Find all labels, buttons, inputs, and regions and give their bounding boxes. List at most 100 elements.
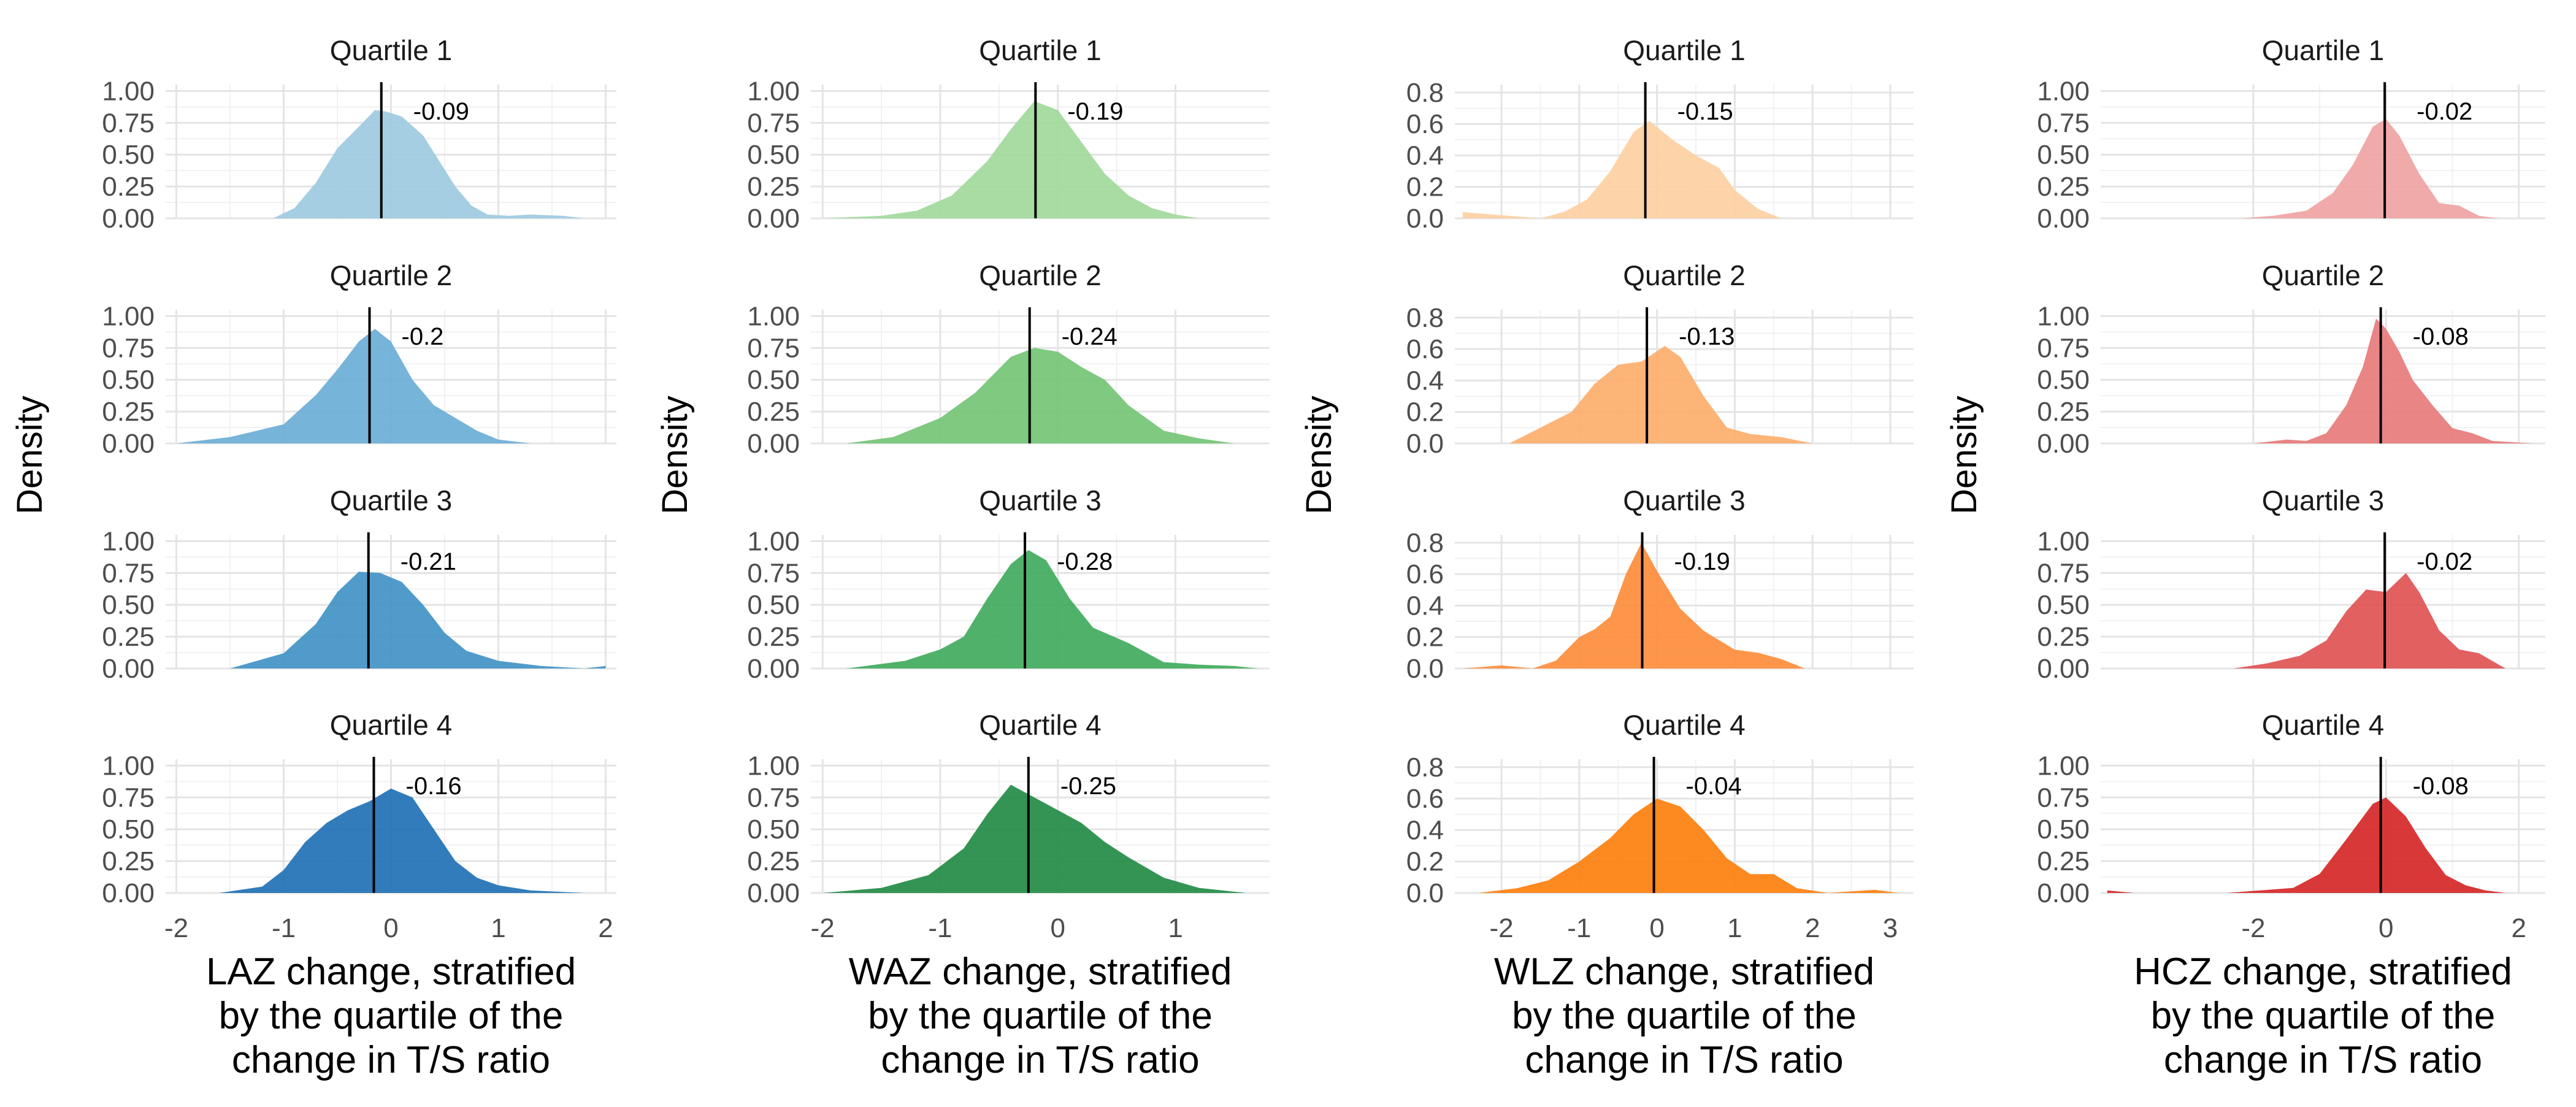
median-label: -0.04 (1686, 773, 1742, 800)
y-tick-label: 0.75 (747, 558, 800, 588)
y-tick-label: 0.75 (102, 783, 155, 813)
density-area (2107, 797, 2506, 893)
y-tick-label: 1.00 (2037, 76, 2090, 106)
y-tick-label: 0.25 (2037, 846, 2090, 876)
median-label: -0.2 (402, 323, 444, 350)
facet-panel: 0.000.250.500.751.00 -0.08 Quartile 4 -2 0 2 (2037, 709, 2545, 943)
facet-title: Quartile 3 (330, 485, 452, 516)
y-tick-label: 0.75 (2037, 783, 2090, 813)
y-tick-label: 0.2 (1406, 172, 1444, 202)
facet-panel: 0.000.250.500.751.00 -0.02 Quartile 3 (2037, 485, 2545, 684)
density-area (1462, 120, 1782, 218)
y-tick-label: 0.00 (102, 204, 155, 234)
y-tick-label: 0.00 (102, 878, 155, 908)
y-tick-label: 0.50 (747, 590, 800, 620)
facet-title: Quartile 4 (1623, 709, 1745, 741)
y-tick-label: 0.75 (747, 108, 800, 138)
facet-title: Quartile 2 (330, 259, 452, 291)
median-label: -0.08 (2413, 323, 2469, 350)
y-tick-label: 0.4 (1406, 366, 1444, 396)
density-area (822, 101, 1199, 218)
facet-panel: 0.000.250.500.751.00 -0.21 Quartile 3 (102, 485, 616, 684)
y-tick-label: 0.2 (1406, 847, 1444, 877)
density-area (2240, 119, 2499, 218)
x-tick-label: 0 (383, 913, 398, 943)
x-tick-label: 2 (2511, 913, 2526, 943)
y-tick-label: 0.50 (2037, 365, 2090, 395)
y-axis-label: Density (10, 396, 50, 514)
facet-title: Quartile 2 (979, 259, 1101, 291)
density-area (273, 110, 585, 218)
y-tick-label: 0.6 (1406, 784, 1444, 814)
density-area (1509, 345, 1813, 443)
x-tick-label: 3 (1883, 913, 1898, 943)
y-tick-label: 0.50 (747, 814, 800, 845)
density-area (2233, 573, 2506, 668)
x-tick-label: 1 (1727, 913, 1742, 943)
y-tick-label: 1.00 (2037, 301, 2090, 331)
median-label: -0.09 (413, 98, 469, 125)
median-label: -0.02 (2417, 98, 2472, 125)
x-tick-label: 1 (1168, 913, 1183, 943)
facet-title: Quartile 1 (979, 34, 1101, 66)
y-tick-label: 0.25 (102, 172, 155, 202)
median-label: -0.21 (401, 548, 456, 575)
x-tick-label: 2 (598, 913, 613, 943)
x-axis-title-line: change in T/S ratio (2164, 1039, 2482, 1081)
y-tick-label: 0.6 (1406, 334, 1444, 364)
facet-panel: 0.000.250.500.751.00 -0.25 Quartile 4 -2 -1 0… (747, 709, 1270, 943)
facet-title: Quartile 3 (2262, 485, 2384, 516)
median-label: -0.16 (406, 773, 462, 800)
y-tick-label: 0.25 (2037, 622, 2090, 652)
y-tick-label: 1.00 (747, 526, 800, 556)
density-area (176, 329, 531, 443)
y-tick-label: 1.00 (747, 751, 800, 781)
x-tick-label: 2 (1805, 913, 1820, 943)
y-tick-label: 0.50 (102, 814, 155, 845)
y-tick-label: 0.75 (747, 783, 800, 813)
median-label: -0.13 (1679, 323, 1735, 350)
x-axis-title: WLZ change, stratified by the quartile of… (1494, 951, 1874, 1081)
facet-panel: 0.00.20.40.60.8 -0.13 Quartile 2 (1406, 259, 1914, 459)
y-tick-label: 0.75 (747, 333, 800, 363)
x-tick-label: -1 (1567, 913, 1591, 943)
y-tick-label: 0.25 (102, 622, 155, 652)
facet-title: Quartile 1 (330, 34, 452, 66)
density-area (219, 788, 585, 893)
density-area (230, 572, 606, 668)
density-area (846, 550, 1258, 668)
y-tick-label: 0.50 (102, 590, 155, 620)
median-label: -0.02 (2417, 548, 2472, 575)
median-label: -0.08 (2413, 773, 2469, 800)
x-axis-title: LAZ change, stratified by the quartile of… (206, 951, 576, 1081)
y-tick-label: 0.00 (747, 878, 800, 908)
y-tick-label: 0.8 (1406, 753, 1444, 783)
y-tick-label: 0.75 (102, 333, 155, 363)
facet-title: Quartile 2 (2262, 259, 2384, 291)
y-tick-label: 0.75 (2037, 558, 2090, 588)
facet-title: Quartile 3 (1623, 485, 1745, 516)
y-tick-label: 0.75 (2037, 108, 2090, 138)
x-axis-title-line: WLZ change, stratified (1494, 951, 1874, 993)
x-tick-label: 0 (1649, 913, 1664, 943)
y-tick-label: 0.50 (102, 140, 155, 170)
facet-panel: 0.00.20.40.60.8 -0.15 Quartile 1 (1406, 34, 1914, 234)
y-tick-label: 0.25 (102, 846, 155, 876)
facet-panel: 0.00.20.40.60.8 -0.04 Quartile 4 -2 -1 0 1 2 3 (1406, 709, 1914, 943)
y-tick-label: 0.6 (1406, 559, 1444, 589)
y-tick-label: 1.00 (2037, 526, 2090, 556)
x-axis-title-line: LAZ change, stratified (206, 951, 576, 993)
x-axis-title-line: change in T/S ratio (881, 1039, 1199, 1081)
median-label: -0.28 (1057, 548, 1113, 575)
y-tick-label: 0.50 (747, 140, 800, 170)
x-tick-label: -1 (928, 913, 952, 943)
y-tick-label: 1.00 (747, 301, 800, 331)
y-tick-label: 0.25 (747, 397, 800, 427)
density-area (2253, 318, 2532, 443)
y-tick-label: 0.4 (1406, 815, 1444, 845)
y-tick-label: 0.4 (1406, 591, 1444, 621)
y-axis-label: Density (1299, 396, 1339, 514)
facet-title: Quartile 4 (2262, 709, 2384, 741)
